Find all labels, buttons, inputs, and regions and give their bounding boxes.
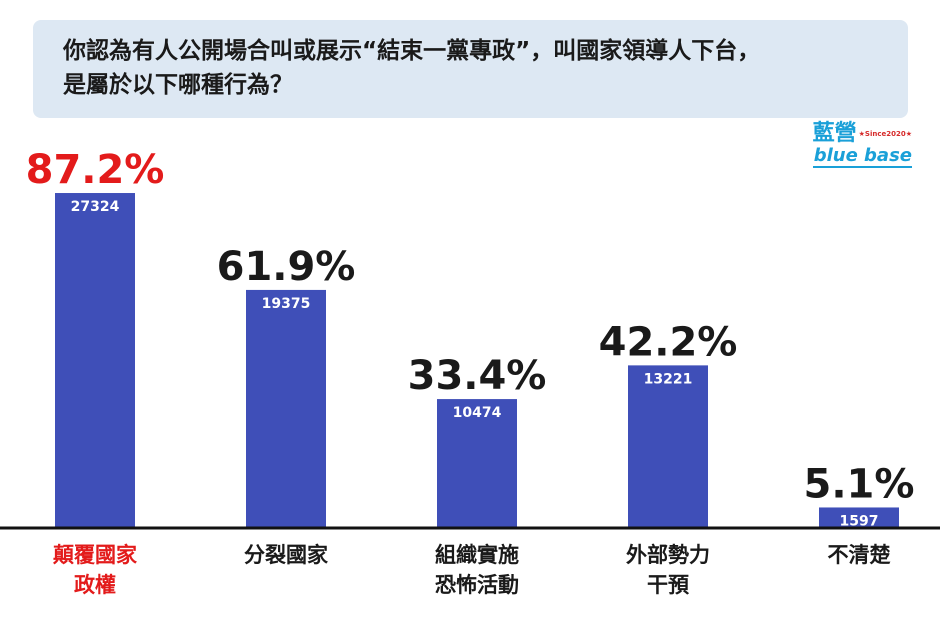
logo-english: blue base: [812, 145, 912, 168]
bar-count-label-5: 1597: [840, 513, 879, 529]
category-label-3-line-1: 組織實施: [435, 543, 519, 567]
question-box: 你認為有人公開場合叫或展示“結束一黨專政”，叫國家領導人下台， 是屬於以下哪種行…: [33, 20, 908, 118]
bar-count-label-2: 19375: [262, 296, 311, 312]
bar-1: [55, 193, 135, 528]
bar-5: [819, 507, 899, 527]
bar-percent-label-1: 87.2%: [26, 147, 165, 193]
category-label-3-line-2: 恐怖活動: [435, 573, 519, 597]
category-label-4-line-1: 外部勢力: [626, 543, 710, 567]
bar-percent-label-2: 61.9%: [217, 244, 356, 290]
bar-percent-label-3: 33.4%: [408, 353, 547, 399]
category-label-5-line-1: 不清楚: [828, 543, 891, 567]
bar-count-label-1: 27324: [71, 199, 120, 215]
logo-chinese: 藍營 ★Since2020★: [813, 122, 912, 146]
bar-4: [628, 365, 708, 527]
question-line-2: 是屬於以下哪種行為？: [63, 72, 293, 98]
question-line-1: 你認為有人公開場合叫或展示“結束一黨專政”，叫國家領導人下台，: [63, 38, 761, 64]
bar-3: [437, 399, 517, 527]
logo-chinese-text: 藍營: [812, 121, 857, 146]
bar-count-label-4: 13221: [644, 371, 693, 387]
bar-percent-label-4: 42.2%: [599, 319, 738, 365]
category-label-1-line-2: 政權: [74, 573, 116, 597]
question-text: 你認為有人公開場合叫或展示“結束一黨專政”，叫國家領導人下台， 是屬於以下哪種行…: [63, 34, 903, 102]
category-label-4-line-2: 干預: [647, 573, 690, 597]
category-label-2-line-1: 分裂國家: [244, 543, 329, 567]
bar-count-label-3: 10474: [453, 405, 502, 421]
bar-2: [246, 289, 326, 527]
category-label-1-line-1: 顛覆國家: [52, 543, 138, 567]
logo-since: ★Since2020★: [858, 130, 912, 138]
blue-base-logo: 藍營 ★Since2020★ blue base: [812, 122, 912, 168]
bar-percent-label-5: 5.1%: [804, 461, 915, 507]
